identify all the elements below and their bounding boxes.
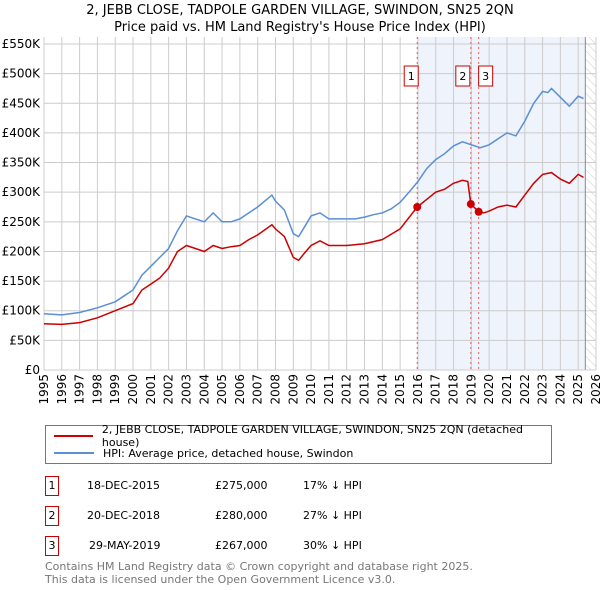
y-tick-label: £100K (2, 304, 42, 318)
legend-swatch-hpi (54, 452, 94, 454)
x-tick-label: 2012 (340, 374, 354, 405)
legend-swatch-property (54, 435, 93, 437)
x-tick-label: 2020 (482, 374, 496, 405)
sale-date: 29-MAY-2019 (89, 539, 161, 552)
x-tick-label: 2021 (500, 374, 514, 405)
sale-price: £267,000 (215, 539, 268, 552)
chart-title: 2, JEBB CLOSE, TADPOLE GARDEN VILLAGE, S… (86, 3, 514, 18)
x-tick-label: 1998 (90, 374, 104, 405)
x-tick-label: 2007 (251, 374, 265, 405)
sale-badge: 2 (45, 506, 59, 526)
x-tick-label: 2022 (518, 374, 532, 405)
x-tick-label: 2026 (589, 374, 600, 405)
y-tick-label: £250K (2, 215, 42, 229)
y-tick-label: £150K (2, 274, 42, 288)
x-tick-label: 2002 (162, 374, 176, 405)
x-tick-label: 2005 (215, 374, 229, 405)
x-tick-label: 2013 (358, 374, 372, 405)
x-tick-label: 2001 (144, 374, 158, 405)
y-tick-label: £350K (2, 156, 42, 170)
sale-marker-label: 1 (408, 70, 415, 83)
x-tick-label: 2004 (197, 374, 211, 405)
sale-price: £275,000 (215, 479, 268, 492)
x-tick-label: 1997 (73, 374, 87, 405)
sale-date: 20-DEC-2018 (87, 509, 161, 522)
sale-hpi-diff: 27% ↓ HPI (303, 509, 362, 522)
x-tick-label: 2006 (233, 374, 247, 405)
sale-marker-box (403, 65, 419, 87)
y-tick-label: £300K (2, 185, 42, 199)
sale-marker-box (455, 65, 471, 87)
sale-marker-box (478, 65, 494, 87)
y-tick-label: £550K (2, 37, 42, 51)
series-line-hpi (43, 87, 584, 316)
legend-label-property: 2, JEBB CLOSE, TADPOLE GARDEN VILLAGE, S… (101, 423, 523, 449)
y-tick-label: £50K (9, 333, 41, 347)
y-tick-label: £400K (2, 126, 42, 140)
x-tick-label: 2011 (322, 374, 336, 405)
footer-licence: This data is licensed under the Open Gov… (45, 573, 396, 586)
sale-hpi-diff: 30% ↓ HPI (303, 539, 362, 552)
x-tick-label: 2000 (126, 374, 140, 405)
x-tick-label: 2019 (464, 374, 478, 405)
footer-copyright: Contains HM Land Registry data © Crown c… (45, 560, 473, 573)
y-tick-label: £200K (2, 244, 42, 258)
future-hatch (585, 37, 596, 370)
x-tick-label: 2016 (411, 374, 425, 405)
sale-point (474, 207, 483, 216)
x-tick-label: 2014 (375, 374, 389, 405)
x-tick-label: 1999 (108, 374, 122, 405)
legend-item-property: 2, JEBB CLOSE, TADPOLE GARDEN VILLAGE, S… (54, 423, 551, 449)
x-tick-label: 2003 (179, 374, 193, 405)
sale-price: £280,000 (215, 509, 268, 522)
ownership-shade (417, 37, 586, 370)
legend-item-hpi: HPI: Average price, detached house, Swin… (54, 445, 353, 461)
x-tick-label: 2009 (286, 374, 300, 405)
chart-subtitle: Price paid vs. HM Land Registry's House … (114, 20, 486, 35)
sale-badge: 3 (45, 536, 59, 556)
y-tick-label: £0 (25, 363, 40, 377)
x-tick-label: 2024 (553, 374, 567, 405)
sale-point (466, 200, 475, 209)
x-tick-label: 2018 (447, 374, 461, 405)
plot-area: 1995 1996 1997 1998 1999 2000 2001 2002 2003 2004… (2, 37, 600, 405)
y-tick-label: £450K (2, 96, 42, 110)
legend-label-hpi: HPI: Average price, detached house, Swin… (103, 446, 354, 460)
x-tick-label: 2015 (393, 374, 407, 405)
x-tick-label: 1996 (55, 374, 69, 405)
sale-badge: 1 (45, 476, 59, 496)
sale-marker-label: 2 (459, 70, 466, 83)
sale-marker-label: 3 (482, 70, 489, 83)
x-tick-label: 2023 (536, 374, 550, 405)
x-tick-label: 1995 (37, 374, 51, 405)
x-tick-label: 2025 (571, 374, 585, 405)
sale-point (413, 203, 422, 211)
series-line-property (43, 171, 584, 326)
x-tick-label: 2010 (304, 374, 318, 405)
sale-date: 18-DEC-2015 (87, 479, 161, 492)
x-tick-label: 2008 (268, 374, 282, 405)
y-tick-label: £500K (2, 67, 42, 81)
x-tick-label: 2017 (429, 374, 443, 405)
sale-hpi-diff: 17% ↓ HPI (303, 479, 362, 492)
legend: 2, JEBB CLOSE, TADPOLE GARDEN VILLAGE, S… (45, 423, 552, 464)
